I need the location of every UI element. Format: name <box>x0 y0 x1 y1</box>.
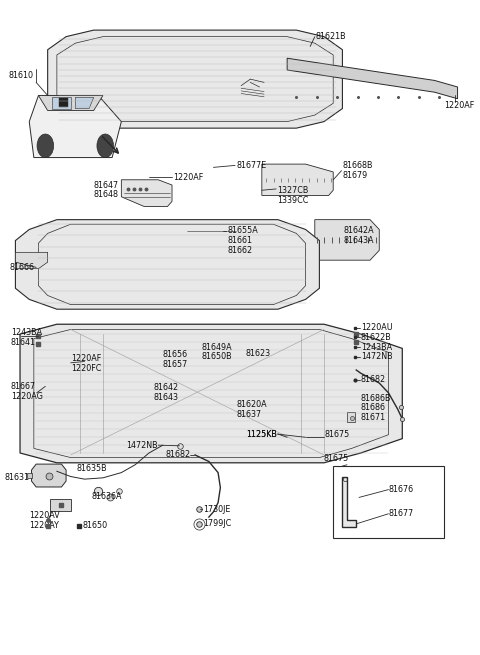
Text: 1220AF: 1220AF <box>444 101 474 110</box>
Text: 1243BA: 1243BA <box>361 343 392 352</box>
Text: 81647: 81647 <box>94 181 119 189</box>
Text: 81650: 81650 <box>82 521 108 530</box>
Text: 81650B: 81650B <box>202 352 233 362</box>
Text: 81631: 81631 <box>4 474 29 482</box>
Text: 81657: 81657 <box>163 360 188 369</box>
Text: 81662: 81662 <box>227 246 252 255</box>
Text: 1243BA: 1243BA <box>11 328 42 337</box>
Polygon shape <box>121 179 172 206</box>
Text: 1730JE: 1730JE <box>204 505 231 514</box>
Text: 81635B: 81635B <box>76 464 107 472</box>
Text: 1472NB: 1472NB <box>127 441 158 449</box>
Text: 1220AV: 1220AV <box>29 512 60 520</box>
Text: 81637: 81637 <box>237 410 262 419</box>
Text: 81666: 81666 <box>10 263 35 272</box>
Text: 81643A: 81643A <box>343 236 374 245</box>
Polygon shape <box>75 98 94 109</box>
Text: 1220AF: 1220AF <box>71 354 101 363</box>
Polygon shape <box>32 464 66 487</box>
Text: 1339CC: 1339CC <box>277 196 308 204</box>
Text: 81649A: 81649A <box>202 343 233 352</box>
Polygon shape <box>347 413 355 422</box>
Text: 1220AU: 1220AU <box>361 323 393 332</box>
Text: 81655A: 81655A <box>227 226 258 235</box>
Polygon shape <box>15 252 48 269</box>
Text: 81656: 81656 <box>163 350 188 360</box>
Text: 81641: 81641 <box>11 338 36 347</box>
Polygon shape <box>59 98 68 107</box>
Text: 1125KB: 1125KB <box>246 430 277 439</box>
Text: 81675: 81675 <box>325 430 350 439</box>
Text: 81682: 81682 <box>361 375 386 384</box>
Polygon shape <box>342 477 356 527</box>
Polygon shape <box>20 324 402 463</box>
Text: 1220AY: 1220AY <box>29 521 59 530</box>
Polygon shape <box>15 219 319 309</box>
Polygon shape <box>50 498 71 510</box>
Text: 81636A: 81636A <box>91 492 122 500</box>
Text: 81610: 81610 <box>9 71 34 81</box>
Text: 81675: 81675 <box>324 454 349 462</box>
Polygon shape <box>48 30 342 128</box>
Polygon shape <box>262 164 333 195</box>
Text: 81667: 81667 <box>11 382 36 391</box>
Text: 81648: 81648 <box>94 191 119 199</box>
Text: 1220AG: 1220AG <box>11 392 43 401</box>
Text: 81682: 81682 <box>165 451 191 459</box>
Text: 81642: 81642 <box>154 383 179 392</box>
Polygon shape <box>186 223 237 253</box>
Text: 81623: 81623 <box>246 349 271 358</box>
Polygon shape <box>29 96 121 158</box>
Polygon shape <box>52 97 71 109</box>
Text: 81677: 81677 <box>388 510 414 518</box>
Text: 81621B: 81621B <box>316 32 347 41</box>
Text: 81671: 81671 <box>361 413 386 422</box>
Text: 1220AF: 1220AF <box>173 173 203 181</box>
Bar <box>333 466 444 538</box>
Text: 1799JC: 1799JC <box>204 519 231 528</box>
Text: 81677E: 81677E <box>236 161 266 170</box>
Text: 1472NB: 1472NB <box>361 352 393 362</box>
Text: 81676: 81676 <box>388 485 414 494</box>
Text: 1327CB: 1327CB <box>277 186 308 195</box>
Text: 81642A: 81642A <box>343 226 374 235</box>
Polygon shape <box>287 58 457 99</box>
Text: 1125KB: 1125KB <box>246 430 277 439</box>
Circle shape <box>37 134 54 158</box>
Text: 81661: 81661 <box>227 236 252 245</box>
Text: 81679: 81679 <box>342 171 368 179</box>
Text: 1220FC: 1220FC <box>71 364 101 373</box>
Polygon shape <box>315 219 379 260</box>
Text: 81643: 81643 <box>154 393 179 402</box>
Text: 81620A: 81620A <box>237 400 267 409</box>
Text: 81622B: 81622B <box>361 333 392 342</box>
Circle shape <box>97 134 113 158</box>
Polygon shape <box>38 96 103 111</box>
Text: 81686: 81686 <box>361 403 386 413</box>
Text: 81668B: 81668B <box>342 161 373 170</box>
Text: 81686B: 81686B <box>361 394 391 403</box>
Polygon shape <box>27 473 32 478</box>
